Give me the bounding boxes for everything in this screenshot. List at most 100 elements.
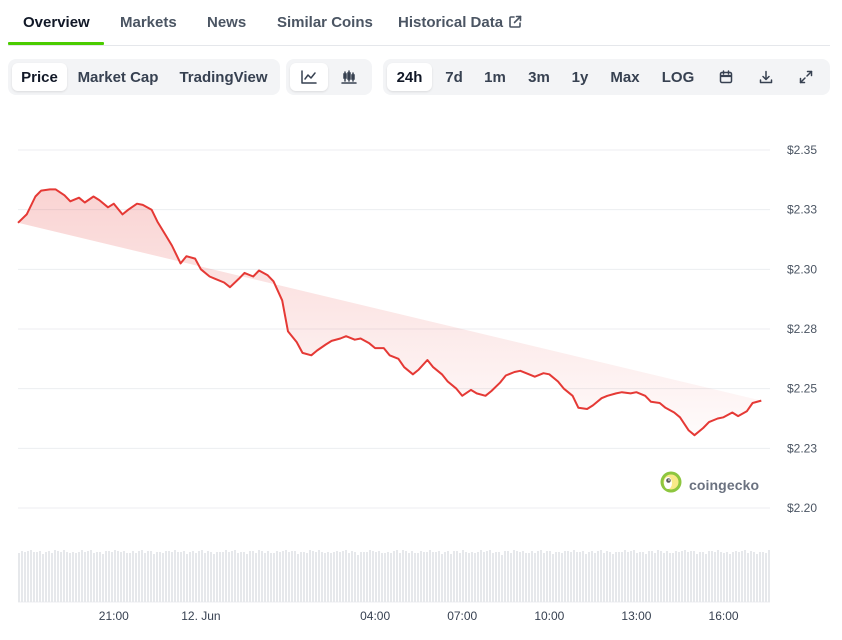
volume-bar — [462, 550, 464, 602]
tab-markets[interactable]: Markets — [120, 14, 177, 31]
volume-bar — [444, 552, 446, 602]
volume-bar — [588, 552, 590, 602]
volume-bar — [621, 552, 623, 602]
log-scale-button[interactable]: LOG — [661, 68, 695, 86]
volume-bar — [255, 553, 257, 602]
range-7d-button[interactable]: 7d — [445, 68, 463, 86]
range-3m-button[interactable]: 3m — [528, 68, 550, 86]
candlestick-chart-button[interactable] — [330, 63, 368, 91]
volume-bar — [129, 553, 131, 602]
x-tick-label: 16:00 — [709, 609, 739, 623]
volume-bar — [60, 552, 62, 602]
volume-bar — [138, 551, 140, 602]
volume-bar — [468, 553, 470, 602]
volume-bar — [507, 551, 509, 602]
volume-bar — [705, 554, 707, 602]
volume-bar — [261, 551, 263, 602]
y-tick-label: $2.23 — [787, 441, 817, 455]
volume-bar — [600, 550, 602, 602]
volume-bar — [570, 552, 572, 602]
volume-bar — [114, 550, 116, 602]
chart-type-selector: Price Market Cap TradingView — [8, 59, 280, 95]
volume-bar — [228, 552, 230, 602]
range-1y-button[interactable]: 1y — [571, 68, 589, 86]
volume-bar — [204, 553, 206, 602]
volume-bar — [126, 553, 128, 602]
volume-bar — [624, 550, 626, 602]
line-chart-button[interactable] — [290, 63, 328, 91]
tradingview-button[interactable]: TradingView — [179, 68, 268, 86]
download-icon — [759, 70, 773, 84]
volume-bar — [741, 551, 743, 602]
volume-bar — [333, 552, 335, 602]
volume-bar — [336, 551, 338, 602]
volume-bar — [555, 552, 557, 602]
volume-bar — [237, 553, 239, 602]
volume-bar — [615, 552, 617, 602]
volume-bar — [36, 552, 38, 602]
volume-bar — [219, 552, 221, 602]
volume-bar — [297, 554, 299, 602]
volume-bar — [390, 553, 392, 602]
volume-bar — [525, 553, 527, 602]
download-button[interactable] — [752, 63, 780, 91]
volume-bar — [57, 551, 59, 602]
volume-bar — [222, 552, 224, 602]
price-button[interactable]: Price — [12, 63, 67, 91]
volume-bar — [96, 552, 98, 602]
volume-bar — [552, 554, 554, 602]
volume-bar — [477, 552, 479, 602]
volume-bar — [639, 552, 641, 602]
volume-bar — [42, 554, 44, 602]
tab-similar-coins[interactable]: Similar Coins — [277, 14, 373, 31]
volume-bar — [177, 552, 179, 602]
tab-news[interactable]: News — [207, 14, 247, 31]
range-1m-button[interactable]: 1m — [484, 68, 506, 86]
x-tick-label: 04:00 — [360, 609, 390, 623]
y-axis-labels: $2.35 $2.33 $2.30 $2.28 $2.25 $2.23 $2.20 — [787, 143, 817, 515]
expand-button[interactable] — [792, 63, 820, 91]
volume-bar — [27, 551, 29, 602]
volume-bar — [441, 554, 443, 602]
volume-bar — [216, 552, 218, 602]
volume-bar — [147, 551, 149, 602]
volume-bar — [186, 554, 188, 602]
tab-overview[interactable]: Overview — [23, 14, 90, 31]
volume-bar — [384, 553, 386, 602]
volume-bar — [132, 551, 134, 602]
calendar-button[interactable] — [712, 63, 740, 91]
volume-bar — [435, 552, 437, 602]
volume-bar — [201, 550, 203, 602]
volume-bar — [465, 552, 467, 602]
volume-bar — [87, 551, 89, 602]
volume-bar — [78, 552, 80, 602]
price-area-fill — [18, 189, 762, 436]
volume-bar — [546, 551, 548, 602]
volume-bar — [543, 553, 545, 602]
volume-bar — [105, 551, 107, 602]
volume-bar — [678, 552, 680, 602]
volume-bar — [549, 551, 551, 602]
volume-bars — [18, 550, 770, 603]
volume-bar — [159, 552, 161, 602]
volume-bar — [198, 551, 200, 602]
volume-bar — [405, 551, 407, 602]
volume-bar — [561, 553, 563, 602]
range-max-button[interactable]: Max — [610, 68, 640, 86]
volume-bar — [582, 551, 584, 602]
volume-bar — [360, 552, 362, 602]
volume-bar — [726, 552, 728, 602]
tab-historical-data[interactable]: Historical Data — [398, 14, 522, 33]
volume-bar — [480, 550, 482, 602]
volume-bar — [753, 552, 755, 602]
range-24h-button[interactable]: 24h — [387, 63, 432, 91]
market-cap-button[interactable]: Market Cap — [77, 68, 159, 86]
volume-bar — [699, 552, 701, 602]
volume-bar — [426, 552, 428, 602]
volume-bar — [765, 553, 767, 602]
volume-bar — [411, 551, 413, 602]
volume-bar — [18, 553, 20, 602]
volume-bar — [471, 552, 473, 602]
volume-bar — [540, 550, 542, 602]
